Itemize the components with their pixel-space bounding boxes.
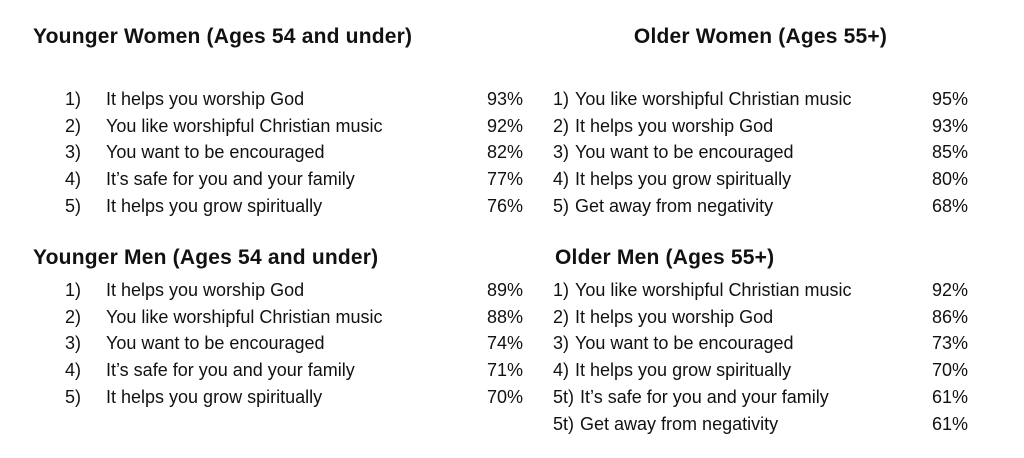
ranked-list: 1) It helps you worship God 89% 2) You l… — [33, 277, 523, 411]
item-percent: 92% — [486, 115, 523, 136]
item-percent: 86% — [931, 306, 968, 327]
item-label: You like worshipful Christian music — [575, 89, 852, 109]
item-percent: 85% — [931, 142, 968, 163]
item-number: 2) — [65, 115, 82, 136]
item-number: 3) — [553, 333, 570, 354]
item-percent: 70% — [486, 386, 523, 407]
item-label: It helps you worship God — [106, 280, 305, 300]
item-label: You like worshipful Christian music — [106, 306, 383, 327]
list-item: 2) It helps you worship God 86% — [553, 304, 968, 331]
item-label: It helps you worship God — [575, 115, 774, 136]
item-number: 3) — [65, 142, 82, 163]
list-item: 5) It helps you grow spiritually 70% — [65, 384, 523, 411]
item-percent: 95% — [931, 89, 968, 109]
item-label: You want to be encouraged — [106, 142, 325, 163]
item-percent: 93% — [931, 115, 968, 136]
item-number: 3) — [65, 333, 82, 354]
item-number: 4) — [65, 360, 82, 381]
list-item: 3) You want to be encouraged 73% — [553, 330, 968, 357]
item-number: 4) — [65, 169, 82, 190]
item-number: 5t) — [553, 386, 575, 407]
item-percent: 88% — [486, 306, 523, 327]
group-younger-men: Younger Men (Ages 54 and under) 1) It he… — [33, 245, 523, 411]
item-percent: 73% — [931, 333, 968, 354]
item-label: Get away from negativity — [575, 195, 774, 216]
item-percent: 80% — [931, 169, 968, 190]
item-percent: 61% — [931, 413, 968, 434]
item-number: 2) — [553, 115, 570, 136]
item-percent: 76% — [486, 195, 523, 216]
item-percent: 68% — [931, 195, 968, 216]
group-title: Younger Women (Ages 54 and under) — [33, 25, 413, 48]
item-label: It’s safe for you and your family — [106, 360, 355, 381]
item-percent: 77% — [486, 169, 523, 190]
item-label: Get away from negativity — [580, 413, 779, 434]
list-item: 3) You want to be encouraged 74% — [65, 330, 523, 357]
list-item: 5) It helps you grow spiritually 76% — [65, 193, 523, 220]
list-item: 4) It’s safe for you and your family 77% — [65, 166, 523, 193]
item-label: You like worshipful Christian music — [106, 115, 383, 136]
item-number: 1) — [553, 280, 570, 300]
item-label: It’s safe for you and your family — [106, 169, 355, 190]
item-label: It helps you grow spiritually — [575, 360, 792, 381]
list-item: 1) You like worshipful Christian music 9… — [553, 277, 968, 304]
item-number: 2) — [553, 306, 570, 327]
item-label: You want to be encouraged — [106, 333, 325, 354]
item-number: 1) — [65, 89, 82, 109]
group-title: Younger Men (Ages 54 and under) — [33, 246, 379, 269]
list-item: 1) It helps you worship God 89% — [65, 277, 523, 304]
item-number: 3) — [553, 142, 570, 163]
ranked-list: 1) It helps you worship God 93% 2) You l… — [33, 86, 523, 220]
list-item: 4) It’s safe for you and your family 71% — [65, 357, 523, 384]
item-number: 1) — [553, 89, 570, 109]
list-item: 5t) It’s safe for you and your family 61… — [553, 384, 968, 411]
item-label: You want to be encouraged — [575, 142, 794, 163]
group-title: Older Women (Ages 55+) — [633, 25, 888, 48]
list-item: 5t) Get away from negativity 61% — [553, 411, 968, 438]
item-number: 4) — [553, 360, 570, 381]
item-label: You like worshipful Christian music — [575, 280, 852, 300]
item-label: It helps you grow spiritually — [575, 169, 792, 190]
item-number: 4) — [553, 169, 570, 190]
item-percent: 74% — [486, 333, 523, 354]
item-percent: 93% — [486, 89, 523, 109]
list-item: 1) You like worshipful Christian music 9… — [553, 86, 968, 113]
item-label: It helps you grow spiritually — [106, 386, 323, 407]
list-item: 2) You like worshipful Christian music 8… — [65, 304, 523, 331]
list-item: 3) You want to be encouraged 85% — [553, 139, 968, 166]
list-item: 3) You want to be encouraged 82% — [65, 139, 523, 166]
list-item: 4) It helps you grow spiritually 70% — [553, 357, 968, 384]
item-label: It helps you grow spiritually — [106, 195, 323, 216]
list-item: 2) It helps you worship God 93% — [553, 113, 968, 140]
item-number: 5) — [65, 386, 82, 407]
item-number: 5) — [553, 195, 570, 216]
group-younger-women: Younger Women (Ages 54 and under) 1) It … — [33, 24, 523, 220]
item-label: It helps you worship God — [575, 306, 774, 327]
group-older-women: Older Women (Ages 55+) 1) You like worsh… — [553, 24, 968, 220]
item-number: 5t) — [553, 413, 575, 434]
item-percent: 92% — [931, 280, 968, 300]
item-percent: 70% — [931, 360, 968, 381]
list-item: 5) Get away from negativity 68% — [553, 193, 968, 220]
list-item: 2) You like worshipful Christian music 9… — [65, 113, 523, 140]
group-title: Older Men (Ages 55+) — [555, 246, 775, 269]
group-older-men: Older Men (Ages 55+) 1) You like worship… — [553, 245, 968, 437]
item-number: 1) — [65, 280, 82, 300]
item-percent: 82% — [486, 142, 523, 163]
item-percent: 61% — [931, 386, 968, 407]
item-percent: 89% — [486, 280, 523, 300]
item-percent: 71% — [486, 360, 523, 381]
list-item: 4) It helps you grow spiritually 80% — [553, 166, 968, 193]
ranked-list: 1) You like worshipful Christian music 9… — [553, 277, 968, 437]
item-label: It’s safe for you and your family — [580, 386, 829, 407]
item-label: It helps you worship God — [106, 89, 305, 109]
item-label: You want to be encouraged — [575, 333, 794, 354]
item-number: 5) — [65, 195, 82, 216]
item-number: 2) — [65, 306, 82, 327]
list-item: 1) It helps you worship God 93% — [65, 86, 523, 113]
ranked-list: 1) You like worshipful Christian music 9… — [553, 86, 968, 220]
